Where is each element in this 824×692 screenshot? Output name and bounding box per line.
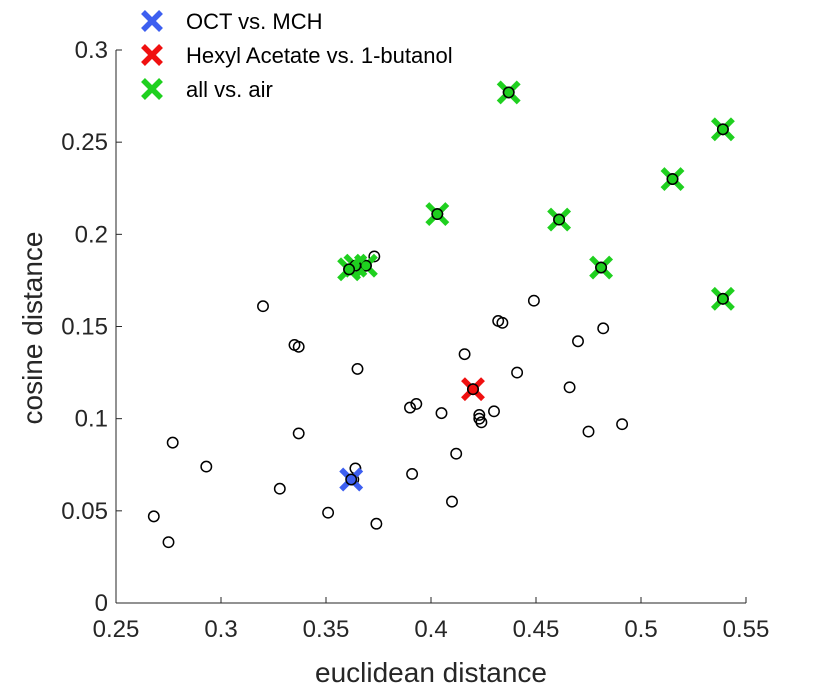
x-tick-label: 0.4 xyxy=(414,616,447,643)
legend-label: OCT vs. MCH xyxy=(186,9,322,34)
data-point xyxy=(147,510,160,523)
series-point-center xyxy=(502,86,515,99)
data-point xyxy=(322,506,335,519)
x-tick-label: 0.35 xyxy=(303,616,350,643)
data-point xyxy=(351,362,364,375)
series-point-center xyxy=(343,263,356,276)
data-points xyxy=(147,86,729,549)
series-point-center xyxy=(716,292,729,305)
data-point xyxy=(496,316,509,329)
data-point xyxy=(166,436,179,449)
x-tick-label: 0.3 xyxy=(204,616,237,643)
data-point xyxy=(368,250,381,263)
y-axis-label: cosine distance xyxy=(17,231,48,424)
data-point xyxy=(435,407,448,420)
data-point xyxy=(475,416,488,429)
x-tick-label: 0.55 xyxy=(723,616,770,643)
x-mark-stroke xyxy=(141,44,163,66)
y-tick-label: 0 xyxy=(95,590,108,617)
series-point-center xyxy=(595,261,608,274)
data-point xyxy=(273,482,286,495)
data-point xyxy=(616,418,629,431)
data-point xyxy=(511,366,524,379)
y-tick-label: 0.15 xyxy=(61,314,108,341)
y-tick-label: 0.2 xyxy=(75,221,108,248)
legend-label: Hexyl Acetate vs. 1-butanol xyxy=(186,43,453,68)
y-tick-label: 0.25 xyxy=(61,129,108,156)
series-point-center xyxy=(553,213,566,226)
x-mark-stroke xyxy=(141,78,163,100)
data-point xyxy=(410,397,423,410)
series-point-center xyxy=(467,383,479,396)
y-tick-label: 0.1 xyxy=(75,406,108,433)
data-point xyxy=(200,460,213,473)
axes: 0.25 0.3 0.35 0.4 0.45 0.5 0.55 0 0.05 0.1 0.15 0.2… xyxy=(61,37,769,643)
series-point-center xyxy=(345,473,358,486)
series-point-center xyxy=(666,173,679,185)
data-point xyxy=(292,427,305,440)
data-point xyxy=(446,495,458,508)
data-point xyxy=(257,300,269,313)
x-tick-label: 0.45 xyxy=(513,616,560,643)
x-mark-stroke xyxy=(141,10,163,32)
data-point xyxy=(488,405,500,418)
legend: OCT vs. MCH Hexyl Acetate vs. 1-butanol al… xyxy=(141,9,453,102)
data-point xyxy=(527,294,540,307)
data-point xyxy=(572,335,584,348)
data-point xyxy=(450,447,463,460)
y-tick-label: 0.05 xyxy=(61,498,108,525)
data-point xyxy=(563,381,576,394)
legend-marker xyxy=(141,10,163,32)
highlight-markers xyxy=(337,80,735,492)
series-point-center xyxy=(431,208,444,221)
data-point xyxy=(162,536,175,549)
y-tick-label: 0.3 xyxy=(75,37,108,64)
legend-label: all vs. air xyxy=(186,77,273,102)
data-point xyxy=(597,322,610,335)
data-point xyxy=(370,517,383,530)
legend-marker xyxy=(141,44,163,66)
data-point xyxy=(292,340,305,353)
data-point xyxy=(406,468,419,480)
data-point xyxy=(404,401,416,414)
data-point xyxy=(473,409,486,421)
x-axis-label: euclidean distance xyxy=(315,657,547,688)
x-tick-label: 0.5 xyxy=(624,616,657,643)
series-point-center xyxy=(716,123,729,136)
legend-marker xyxy=(141,78,163,100)
x-tick-label: 0.25 xyxy=(93,616,140,643)
data-point xyxy=(458,348,471,361)
data-point xyxy=(582,425,595,438)
